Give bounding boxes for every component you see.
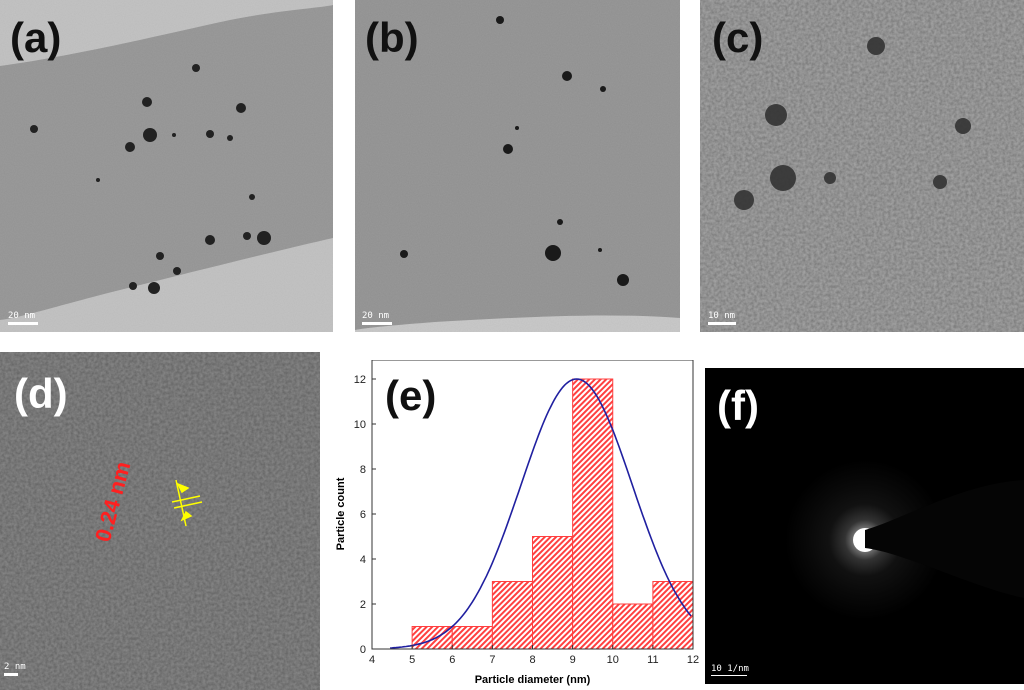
scale-bar: 10 1/nm <box>711 664 749 676</box>
y-tick-label: 12 <box>354 374 366 386</box>
panel-a-tem-image: (a) 20 nm <box>0 0 333 332</box>
x-tick-label: 9 <box>570 654 576 666</box>
scale-bar: 20 nm <box>362 311 392 325</box>
histogram-bar <box>491 581 533 650</box>
x-tick-label: 4 <box>369 654 375 666</box>
scale-bar: 20 nm <box>8 311 38 325</box>
histogram-bar <box>451 626 493 650</box>
scale-bar: 2 nm <box>4 662 26 676</box>
panel-label: (f) <box>717 382 759 429</box>
x-axis-label: Particle diameter (nm) <box>475 674 591 686</box>
y-tick-label: 6 <box>360 509 366 521</box>
histogram-bar <box>572 378 614 650</box>
x-tick-label: 5 <box>409 654 415 666</box>
gaussian-fit-line <box>390 378 692 649</box>
histogram-bar <box>411 626 453 650</box>
panel-f-saed-pattern: (f) 10 1/nm <box>705 368 1024 684</box>
panel-label: (c) <box>712 14 764 61</box>
panel-b-tem-image: (b) 20 nm <box>355 0 680 332</box>
panel-label: (d) <box>14 370 68 417</box>
y-tick-label: 4 <box>360 554 366 566</box>
x-tick-label: 8 <box>529 654 535 666</box>
panel-c-tem-image: (c) 10 nm <box>700 0 1024 332</box>
y-tick-label: 8 <box>360 464 366 476</box>
y-axis-label: Particle count <box>335 477 347 550</box>
x-tick-label: 10 <box>607 654 619 666</box>
panel-e-histogram: 4 5 6 7 8 9 10 11 12 0 2 4 6 8 10 12 Particle diameter … <box>330 360 700 690</box>
y-tick-label: 0 <box>360 644 366 656</box>
panel-label: (e) <box>385 372 437 419</box>
y-tick-label: 2 <box>360 599 366 611</box>
scale-bar: 10 nm <box>708 311 736 325</box>
histogram-bar <box>652 581 694 650</box>
panel-label: (a) <box>10 14 62 61</box>
x-tick-label: 7 <box>489 654 495 666</box>
histogram-bar <box>532 536 574 650</box>
panel-label: (b) <box>365 14 419 61</box>
y-tick-label: 10 <box>354 419 366 431</box>
x-tick-label: 6 <box>449 654 455 666</box>
particle-size-histogram: 4 5 6 7 8 9 10 11 12 0 2 4 6 8 10 12 Particle diameter … <box>335 360 699 686</box>
panel-d-hrtem-image: (d) 0.24 nm 2 nm <box>0 352 320 690</box>
x-tick-label: 12 <box>687 654 699 666</box>
histogram-bar <box>612 603 654 650</box>
x-tick-label: 11 <box>647 654 658 666</box>
